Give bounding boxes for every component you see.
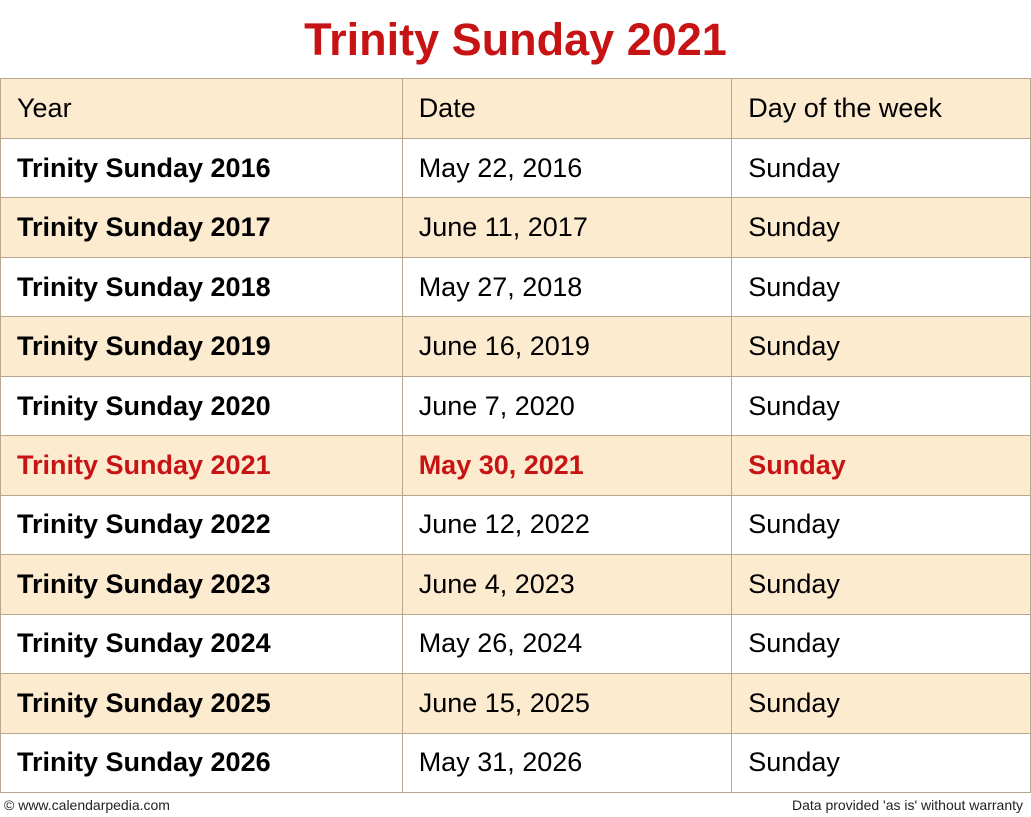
- cell-dow: Sunday: [732, 614, 1031, 673]
- cell-year: Trinity Sunday 2022: [1, 495, 403, 554]
- cell-dow: Sunday: [732, 139, 1031, 198]
- table-row: Trinity Sunday 2022June 12, 2022Sunday: [1, 495, 1031, 554]
- dates-table: Year Date Day of the week Trinity Sunday…: [0, 78, 1031, 793]
- cell-date: June 11, 2017: [402, 198, 732, 257]
- table-row: Trinity Sunday 2023June 4, 2023Sunday: [1, 555, 1031, 614]
- cell-year: Trinity Sunday 2024: [1, 614, 403, 673]
- table-row: Trinity Sunday 2016May 22, 2016Sunday: [1, 139, 1031, 198]
- table-row: Trinity Sunday 2025June 15, 2025Sunday: [1, 674, 1031, 733]
- table-row: Trinity Sunday 2026May 31, 2026Sunday: [1, 733, 1031, 792]
- cell-date: May 27, 2018: [402, 257, 732, 316]
- table-row: Trinity Sunday 2021May 30, 2021Sunday: [1, 436, 1031, 495]
- cell-year: Trinity Sunday 2019: [1, 317, 403, 376]
- cell-year: Trinity Sunday 2026: [1, 733, 403, 792]
- cell-year: Trinity Sunday 2016: [1, 139, 403, 198]
- column-header-year: Year: [1, 79, 403, 139]
- copyright-text: © www.calendarpedia.com: [4, 797, 170, 813]
- table-header-row: Year Date Day of the week: [1, 79, 1031, 139]
- cell-dow: Sunday: [732, 317, 1031, 376]
- table-row: Trinity Sunday 2024May 26, 2024Sunday: [1, 614, 1031, 673]
- cell-date: May 22, 2016: [402, 139, 732, 198]
- cell-date: June 15, 2025: [402, 674, 732, 733]
- table-row: Trinity Sunday 2019June 16, 2019Sunday: [1, 317, 1031, 376]
- cell-year: Trinity Sunday 2025: [1, 674, 403, 733]
- cell-year: Trinity Sunday 2017: [1, 198, 403, 257]
- cell-date: June 7, 2020: [402, 376, 732, 435]
- column-header-dow: Day of the week: [732, 79, 1031, 139]
- cell-year: Trinity Sunday 2020: [1, 376, 403, 435]
- cell-dow: Sunday: [732, 674, 1031, 733]
- disclaimer-text: Data provided 'as is' without warranty: [792, 797, 1023, 813]
- cell-year: Trinity Sunday 2018: [1, 257, 403, 316]
- page-title: Trinity Sunday 2021: [0, 0, 1031, 78]
- cell-dow: Sunday: [732, 733, 1031, 792]
- cell-dow: Sunday: [732, 436, 1031, 495]
- cell-dow: Sunday: [732, 555, 1031, 614]
- cell-date: June 16, 2019: [402, 317, 732, 376]
- table-row: Trinity Sunday 2018May 27, 2018Sunday: [1, 257, 1031, 316]
- cell-dow: Sunday: [732, 495, 1031, 554]
- column-header-date: Date: [402, 79, 732, 139]
- cell-dow: Sunday: [732, 376, 1031, 435]
- cell-date: May 31, 2026: [402, 733, 732, 792]
- cell-date: June 12, 2022: [402, 495, 732, 554]
- cell-date: May 26, 2024: [402, 614, 732, 673]
- table-row: Trinity Sunday 2017June 11, 2017Sunday: [1, 198, 1031, 257]
- cell-year: Trinity Sunday 2021: [1, 436, 403, 495]
- cell-date: June 4, 2023: [402, 555, 732, 614]
- table-row: Trinity Sunday 2020June 7, 2020Sunday: [1, 376, 1031, 435]
- cell-dow: Sunday: [732, 257, 1031, 316]
- footer: © www.calendarpedia.com Data provided 'a…: [0, 793, 1031, 817]
- cell-dow: Sunday: [732, 198, 1031, 257]
- cell-year: Trinity Sunday 2023: [1, 555, 403, 614]
- cell-date: May 30, 2021: [402, 436, 732, 495]
